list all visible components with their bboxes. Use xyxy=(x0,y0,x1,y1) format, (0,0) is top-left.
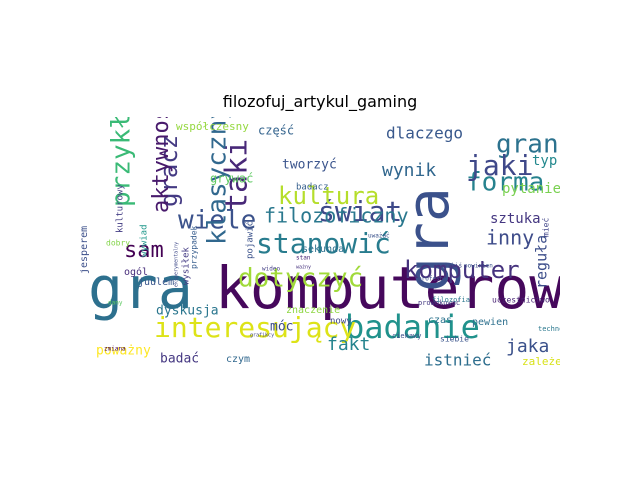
word-31: dyskusja xyxy=(156,304,219,319)
word-18: aktywność xyxy=(149,117,174,213)
word-55: dobry xyxy=(106,239,130,248)
word-26: istnieć xyxy=(424,351,491,368)
word-60: technologia xyxy=(538,325,560,333)
word-54: pojawić xyxy=(245,221,256,259)
word-68: stan xyxy=(296,255,311,262)
word-19: sam xyxy=(124,238,164,263)
word-22: wynik xyxy=(382,160,436,181)
word-16: jaki xyxy=(466,149,533,182)
word-35: móc xyxy=(270,320,293,335)
word-9: forma xyxy=(466,168,544,198)
word-34: badać xyxy=(160,352,199,367)
word-48: wysiłek xyxy=(182,246,192,285)
word-14: przykład xyxy=(107,117,137,207)
word-7: taki xyxy=(220,139,255,211)
word-69: uważać xyxy=(368,233,390,240)
word-30: sztuka xyxy=(490,211,541,227)
word-37: grywać xyxy=(210,172,253,186)
word-0: komputerowy xyxy=(215,254,560,322)
word-43: ogól xyxy=(124,266,148,278)
word-6: świat xyxy=(318,195,402,228)
word-17: dotyczyć xyxy=(238,264,363,294)
word-61: prowokować xyxy=(418,299,460,307)
word-33: poważny xyxy=(96,344,151,359)
word-70: dany xyxy=(108,300,123,307)
word-15: gracz xyxy=(155,135,183,207)
word-41: pewien xyxy=(472,317,508,328)
word-50: nowy xyxy=(330,317,352,327)
word-21: filozoficzny xyxy=(264,204,409,228)
word-25: dlaczego xyxy=(386,124,463,143)
word-62: filozofia xyxy=(432,296,470,304)
word-27: reguła xyxy=(533,235,551,289)
word-12: gran xyxy=(496,130,559,160)
word-29: pytanie xyxy=(502,181,560,197)
word-40: czas xyxy=(428,315,452,326)
word-2: gra xyxy=(394,187,462,292)
word-28: typ xyxy=(532,153,557,169)
word-56: mieć xyxy=(541,218,551,237)
word-53: przypadek xyxy=(190,225,199,269)
word-49: badacz xyxy=(296,183,329,193)
word-4: interesujący xyxy=(154,311,356,344)
word-23: jaka xyxy=(506,336,549,357)
word-57: uczestnictwo xyxy=(492,296,550,305)
word-8: kultura xyxy=(278,182,379,210)
word-3: badanie xyxy=(345,308,480,346)
word-20: inny xyxy=(486,226,534,250)
word-66: wideo xyxy=(262,266,280,273)
word-24: fakt xyxy=(327,334,370,355)
word-58: siebie xyxy=(440,335,469,344)
word-36: część xyxy=(258,124,294,138)
word-63: powinien xyxy=(464,263,493,270)
word-5: wiele xyxy=(178,206,256,236)
word-10: klasyczny xyxy=(203,117,233,245)
word-72: eksperymentalny xyxy=(174,242,180,287)
word-32: tworzyć xyxy=(282,158,337,173)
word-44: juulem xyxy=(138,277,174,288)
word-73: grafikcy xyxy=(250,333,274,339)
word-38: współczesny xyxy=(176,120,249,133)
word-11: stanowić xyxy=(256,227,391,260)
word-59: ciekawy xyxy=(392,332,422,340)
word-65: jakiś xyxy=(444,263,462,270)
word-67: zmiana xyxy=(104,346,126,353)
word-13: komputer xyxy=(404,256,520,284)
word-39: zależeć xyxy=(522,355,560,367)
word-46: znaczenie xyxy=(286,305,340,316)
word-cloud: komputerowygragrabadanieinteresującywiel… xyxy=(80,117,560,367)
word-51: kulturowy xyxy=(116,184,126,233)
word-64: profesor xyxy=(418,276,447,283)
word-71: ważny xyxy=(296,265,311,271)
word-47: sekunda xyxy=(302,244,344,255)
word-45: jesperem xyxy=(80,226,90,274)
word-1: gra xyxy=(88,254,193,322)
chart-title: filozofuj_artykul_gaming xyxy=(222,92,418,111)
word-42: czym xyxy=(226,354,250,365)
word-52: wywiad xyxy=(140,224,150,257)
